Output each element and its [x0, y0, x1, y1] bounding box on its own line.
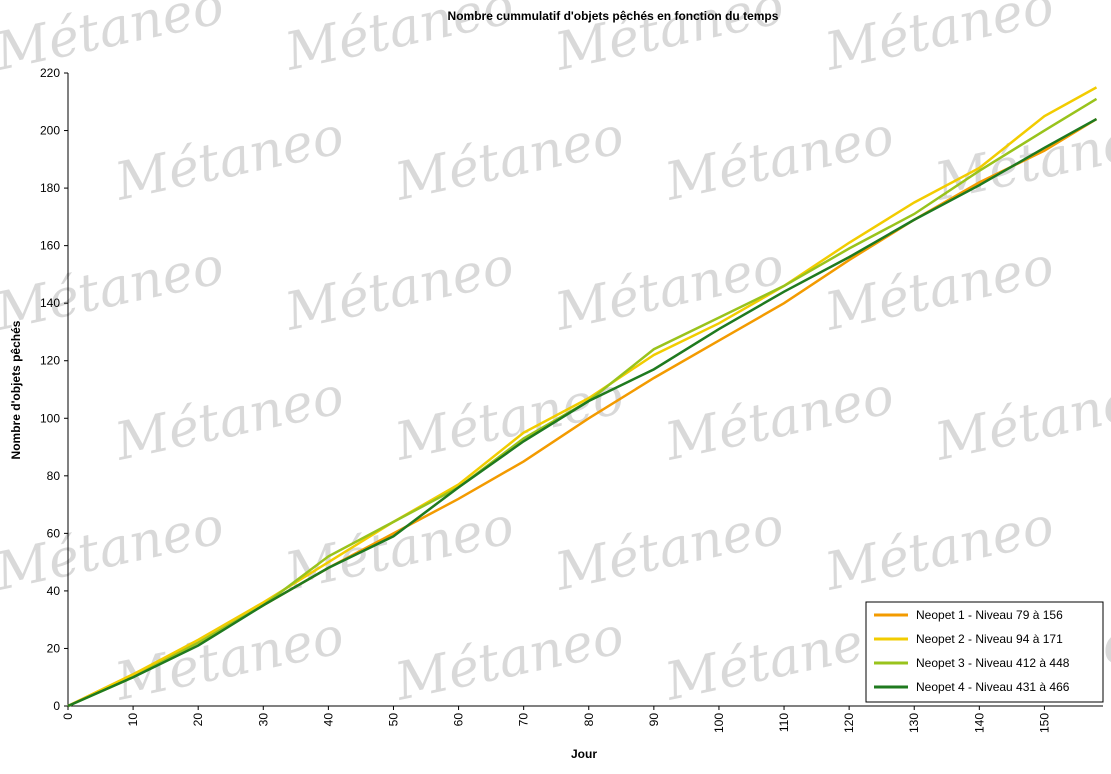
y-tick-label: 180 [40, 181, 60, 195]
watermark: Métaneo [659, 366, 899, 473]
watermark: Métaneo [389, 106, 629, 213]
x-tick-label: 50 [386, 713, 400, 727]
watermark: Métaneo [389, 366, 629, 473]
y-tick-label: 140 [40, 296, 60, 310]
watermark: Métaneo [549, 496, 789, 603]
y-tick-label: 120 [40, 354, 60, 368]
x-axis-label: Jour [571, 747, 597, 761]
y-tick-label: 220 [40, 66, 60, 80]
y-tick-label: 60 [47, 526, 61, 540]
legend-box [865, 601, 1104, 703]
x-tick-label: 120 [842, 713, 856, 733]
watermark: Métaneo [659, 106, 899, 213]
legend-label: Neopet 1 - Niveau 79 à 156 [916, 608, 1063, 622]
x-tick-label: 70 [517, 713, 531, 727]
y-tick-label: 200 [40, 124, 60, 138]
legend-label: Neopet 3 - Niveau 412 à 448 [916, 656, 1070, 670]
y-tick-label: 20 [47, 641, 61, 655]
chart-title: Nombre cummulatif d'objets pêchés en fon… [448, 9, 779, 23]
watermark: Métaneo [549, 236, 789, 343]
y-tick-label: 80 [47, 469, 61, 483]
watermark: Métaneo [819, 0, 1059, 83]
x-tick-label: 30 [256, 713, 270, 727]
x-tick-label: 0 [61, 713, 75, 720]
watermark: Métaneo [659, 606, 899, 713]
watermark: Métaneo [0, 0, 229, 83]
x-tick-label: 100 [712, 713, 726, 733]
legend-label: Neopet 4 - Niveau 431 à 466 [916, 680, 1070, 694]
x-tick-label: 110 [777, 713, 791, 732]
watermark: Métaneo [279, 236, 519, 343]
y-tick-label: 160 [40, 239, 60, 253]
y-tick-label: 100 [40, 411, 60, 425]
y-axis-label: Nombre d'objets pêchés [9, 320, 23, 459]
x-tick-label: 40 [321, 713, 335, 727]
x-tick-label: 130 [907, 713, 921, 733]
series-line [67, 86, 1098, 708]
y-tick-label: 40 [47, 584, 61, 598]
watermark: Métaneo [109, 106, 349, 213]
watermark: Métaneo [929, 366, 1111, 473]
y-tick-label: 0 [53, 699, 60, 713]
watermark: Métaneo [0, 496, 229, 603]
x-tick-label: 60 [452, 713, 466, 727]
watermark: Métaneo [389, 606, 629, 713]
x-tick-label: 90 [647, 713, 661, 727]
x-tick-label: 10 [126, 713, 140, 727]
watermark: Métaneo [109, 366, 349, 473]
series-line [67, 117, 1098, 708]
x-tick-label: 150 [1037, 713, 1051, 733]
watermark: Métaneo [279, 496, 519, 603]
watermark: Métaneo [0, 236, 229, 343]
x-tick-label: 80 [582, 713, 596, 727]
watermark: Métaneo [819, 496, 1059, 603]
watermark: Métaneo [819, 236, 1059, 343]
legend-label: Neopet 2 - Niveau 94 à 171 [916, 632, 1063, 646]
x-tick-label: 20 [191, 713, 205, 727]
x-tick-label: 140 [972, 713, 986, 733]
